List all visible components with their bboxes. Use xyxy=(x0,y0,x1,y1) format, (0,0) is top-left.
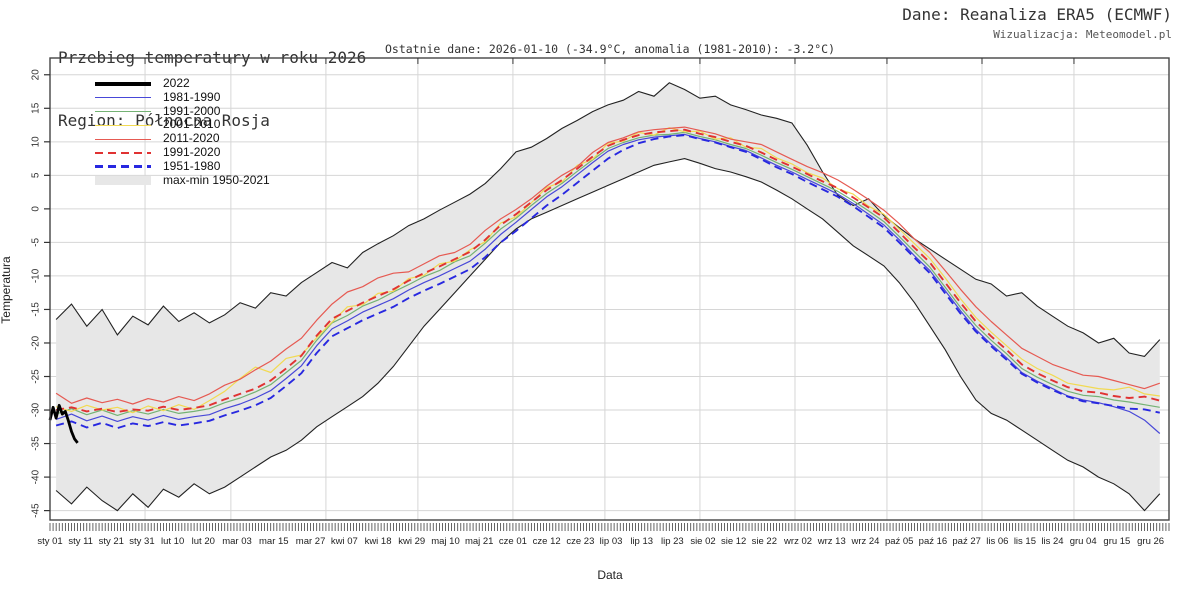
series-2022 xyxy=(48,403,79,444)
y-tick-label: -30 xyxy=(31,402,42,417)
y-tick-label: -5 xyxy=(31,238,42,247)
x-tick-label: lis 06 xyxy=(986,536,1008,547)
series-1991-2020 xyxy=(55,128,1161,413)
x-tick-label: gru 04 xyxy=(1070,536,1097,547)
legend-swatch-solid xyxy=(95,97,151,99)
x-tick-label: maj 21 xyxy=(465,536,494,547)
x-tick-label: sty 31 xyxy=(129,536,154,547)
band-min-edge xyxy=(55,158,1161,512)
plot-border xyxy=(49,57,1170,521)
x-tick-label: mar 27 xyxy=(296,536,326,547)
y-tick-label: 0 xyxy=(31,206,42,212)
x-tick-label: gru 26 xyxy=(1137,536,1164,547)
x-tick-label: wrz 24 xyxy=(850,536,879,547)
x-tick-label: cze 12 xyxy=(533,536,561,547)
legend-item: 1991-2000 xyxy=(95,103,270,119)
x-axis-title: Data xyxy=(597,568,623,582)
x-tick-label: cze 01 xyxy=(499,536,527,547)
last-data-subtitle: Ostatnie dane: 2026-01-10 (-34.9°C, anom… xyxy=(384,42,836,56)
y-tick-label: -35 xyxy=(31,436,42,451)
data-source-label: Dane: Reanaliza ERA5 (ECMWF) xyxy=(902,5,1172,24)
x-tick-label: paź 16 xyxy=(919,536,948,547)
y-tick-label: -45 xyxy=(31,503,42,518)
legend-label: max-min 1950-2021 xyxy=(163,172,270,187)
legend-item: 1951-1980 xyxy=(95,158,270,174)
series-2011-2020 xyxy=(55,126,1160,405)
y-tick-label: -40 xyxy=(31,469,42,484)
series-1951-1980 xyxy=(55,134,1161,430)
x-tick-label: sty 11 xyxy=(68,536,93,547)
y-tick-label: -25 xyxy=(31,369,42,384)
legend-swatch-band xyxy=(95,175,151,185)
legend-swatch-dashed xyxy=(95,151,151,155)
legend-item: 1991-2020 xyxy=(95,144,270,160)
series-1981-1990 xyxy=(55,133,1161,434)
x-tick-label: maj 10 xyxy=(431,536,460,547)
legend-label: 1991-2000 xyxy=(163,103,221,118)
x-tick-label: mar 15 xyxy=(259,536,289,547)
legend-swatch-solid xyxy=(95,110,151,112)
legend-swatch-solid xyxy=(95,124,151,126)
band-max-edge xyxy=(55,82,1161,358)
legend-item: max-min 1950-2021 xyxy=(95,172,270,188)
x-tick-label: wrz 02 xyxy=(783,536,812,547)
y-tick-label: 10 xyxy=(31,136,42,148)
x-tick-label: lut 20 xyxy=(192,536,215,547)
x-tick-label: lip 03 xyxy=(600,536,623,547)
legend-label: 1991-2020 xyxy=(163,144,221,159)
x-tick-label: lut 10 xyxy=(161,536,184,547)
x-tick-label: paź 27 xyxy=(952,536,981,547)
x-tick-label: lip 23 xyxy=(661,536,684,547)
x-tick-label: lis 24 xyxy=(1041,536,1063,547)
legend-label: 2001-2010 xyxy=(163,117,221,132)
legend-swatch-thick xyxy=(95,81,151,86)
x-tick-label: kwi 07 xyxy=(331,536,358,547)
x-tick-label: gru 15 xyxy=(1103,536,1130,547)
x-tick-label: sie 22 xyxy=(752,536,777,547)
legend-swatch-solid xyxy=(95,138,151,140)
y-tick-label: -20 xyxy=(31,335,42,350)
legend-label: 1981-1990 xyxy=(163,89,221,104)
x-tick-label: sie 02 xyxy=(690,536,715,547)
y-tick-label: -15 xyxy=(31,302,42,317)
x-tick-label: kwi 29 xyxy=(398,536,425,547)
legend-item: 1981-1990 xyxy=(95,89,270,105)
x-tick-label: paź 05 xyxy=(885,536,914,547)
legend: 2022 1981-1990 1991-2000 2001-2010 2011-2020… xyxy=(95,76,270,188)
visualization-credit: Wizualizacja: Meteomodel.pl xyxy=(993,28,1172,41)
legend-item: 2001-2010 xyxy=(95,118,270,132)
legend-label: 1951-1980 xyxy=(163,158,221,173)
legend-label: 2022 xyxy=(163,76,190,90)
x-tick-label: sty 01 xyxy=(37,536,62,547)
x-tick-label: sie 12 xyxy=(721,536,746,547)
legend-swatch-dashed xyxy=(95,165,151,168)
series-1991-2000 xyxy=(55,131,1160,416)
y-tick-label: -10 xyxy=(31,268,42,283)
legend-item: 2011-2020 xyxy=(95,131,270,146)
y-tick-label: 5 xyxy=(31,172,42,178)
x-tick-label: wrz 13 xyxy=(817,536,846,547)
legend-label: 2011-2020 xyxy=(163,131,220,146)
x-tick-label: lis 15 xyxy=(1014,536,1036,547)
legend-item: 2022 xyxy=(95,76,270,91)
y-tick-label: 15 xyxy=(31,102,42,114)
x-tick-label: cze 23 xyxy=(566,536,594,547)
x-tick-label: kwi 18 xyxy=(365,536,392,547)
x-tick-label: sty 21 xyxy=(99,536,124,547)
y-tick-label: 20 xyxy=(31,69,42,81)
x-tick-label: lip 13 xyxy=(630,536,653,547)
x-tick-label: mar 03 xyxy=(222,536,252,547)
max-min-band xyxy=(56,82,1160,511)
